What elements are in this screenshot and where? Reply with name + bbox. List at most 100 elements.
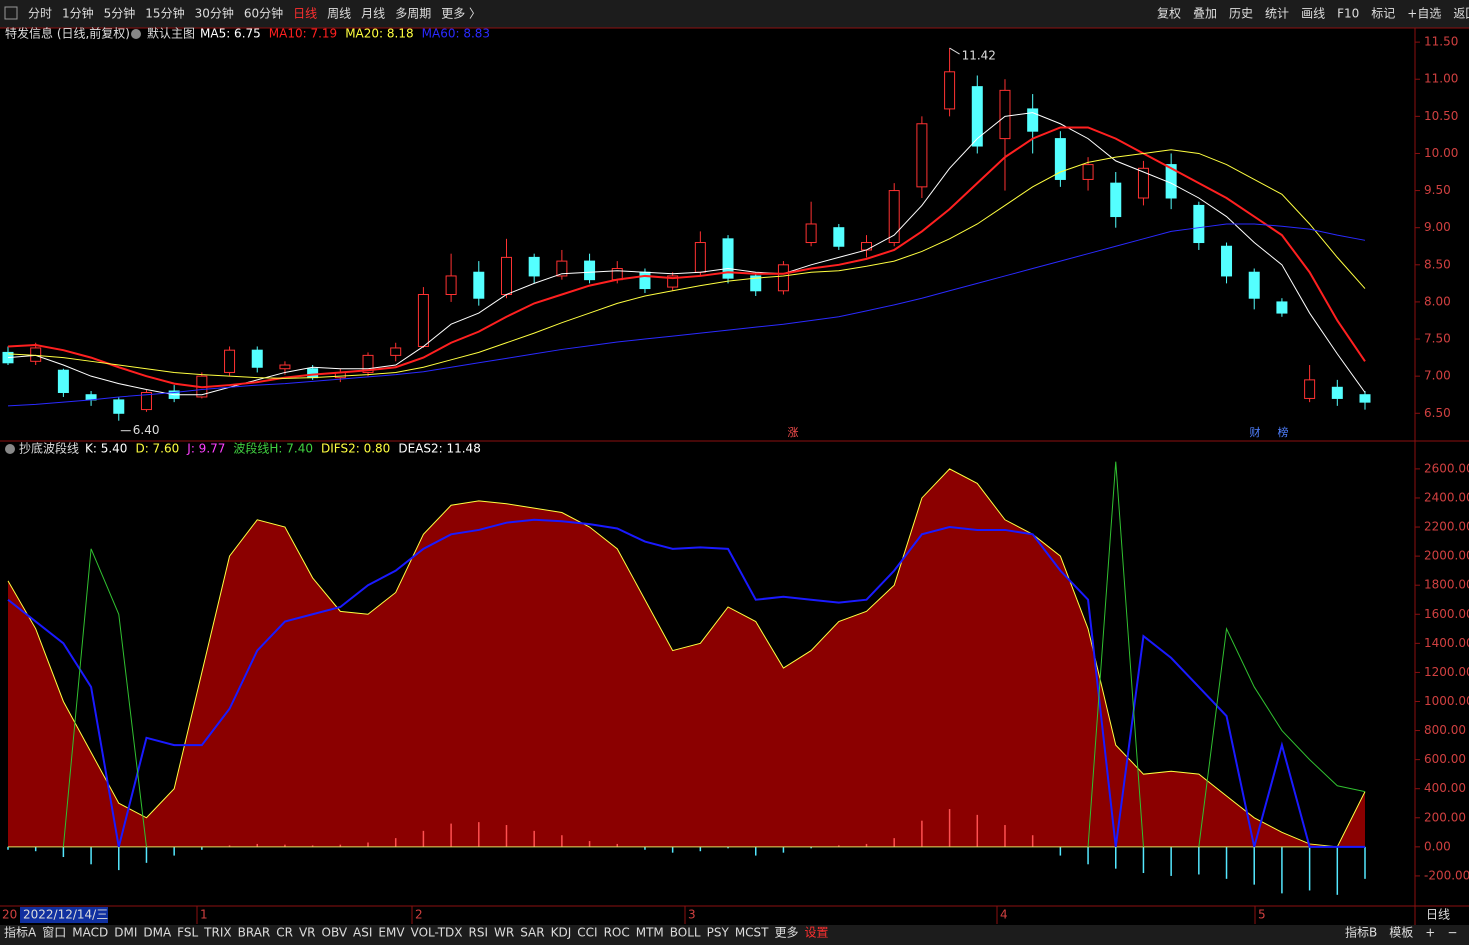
toolbar-item[interactable]: DMA (143, 926, 172, 940)
candle-body (944, 71, 956, 110)
candle-body (307, 368, 319, 379)
toolbar-item[interactable]: MACD (72, 926, 108, 940)
y-tick-label: 10.00 (1424, 146, 1458, 160)
candle-body (390, 347, 402, 356)
toolbar-item[interactable]: − (1447, 926, 1457, 940)
candle-body (722, 238, 734, 279)
toolbar-item[interactable]: F10 (1337, 7, 1359, 21)
template-name[interactable]: 默认主图 (147, 26, 195, 41)
y-tick-label: 11.00 (1424, 72, 1458, 86)
y-tick-label: 600.00 (1424, 752, 1466, 766)
toolbar-item[interactable]: RSI (469, 926, 489, 940)
toolbar-item[interactable]: 日线 (293, 7, 317, 21)
period-label: 日线 (1426, 908, 1450, 922)
ma-line (7, 149, 1366, 379)
toolbar-item[interactable]: 窗口 (42, 926, 66, 940)
y-tick-label: 2000.00 (1424, 549, 1469, 563)
ma-line (7, 112, 1366, 396)
toolbar-item[interactable]: TRIX (203, 926, 231, 940)
event-marker[interactable]: 财 (1250, 425, 1261, 439)
toolbar-item[interactable]: 指标B (1345, 925, 1377, 940)
toolbar-item[interactable]: ASI (353, 926, 372, 940)
indicator-icon[interactable] (5, 444, 15, 454)
toolbar-item[interactable]: 1分钟 (62, 6, 94, 21)
y-tick-label: 10.50 (1424, 109, 1458, 123)
toolbar-item[interactable]: 周线 (327, 7, 351, 21)
toolbar-item[interactable]: CR (276, 926, 293, 940)
toolbar-item[interactable]: WR (494, 926, 514, 940)
toolbar-item[interactable]: +自选 (1407, 7, 1441, 21)
toolbar-item[interactable]: 统计 (1265, 7, 1289, 21)
y-tick-label: 9.00 (1424, 220, 1451, 234)
menu-icon[interactable] (4, 6, 18, 20)
toolbar-item[interactable]: 叠加 (1193, 7, 1217, 21)
toolbar-item[interactable]: VR (299, 926, 316, 940)
candle-body (57, 369, 69, 393)
toolbar-item[interactable]: VOL-TDX (411, 926, 463, 940)
candle-body (1359, 394, 1371, 403)
candle-body (1304, 379, 1316, 399)
event-marker[interactable]: 榜 (1278, 425, 1289, 439)
candle-body (1110, 182, 1122, 218)
candle-body (224, 349, 236, 373)
candle-body (556, 260, 568, 277)
toolbar-item[interactable]: 更多 (775, 926, 799, 940)
candle-body (611, 268, 623, 281)
toolbar-item[interactable]: 分时 (28, 7, 52, 21)
toolbar-item[interactable]: 历史 (1229, 7, 1253, 21)
event-marker[interactable]: 涨 (788, 426, 799, 439)
candle-body (1276, 301, 1288, 314)
y-tick-label: 8.50 (1424, 257, 1451, 271)
toolbar-item[interactable]: 模板 (1389, 926, 1413, 940)
toolbar-item[interactable]: CCI (577, 926, 597, 940)
indicator-line (7, 518, 1365, 848)
toolbar-item[interactable]: BRAR (238, 926, 271, 940)
toolbar-item[interactable]: ROC (604, 926, 630, 940)
toolbar-item[interactable]: 15分钟 (145, 6, 184, 21)
toolbar-item[interactable]: MCST (735, 926, 769, 940)
candle-body (1137, 167, 1149, 199)
toolbar-item[interactable]: 指标A (4, 925, 37, 940)
toolbar-item[interactable]: + (1425, 926, 1435, 940)
toolbar-item[interactable]: 5分钟 (104, 6, 136, 21)
toolbar-item[interactable]: FSL (177, 926, 198, 940)
toolbar-item[interactable]: 更多 〉 (441, 7, 481, 21)
toolbar-item[interactable]: BOLL (670, 926, 701, 940)
date-label: 5 (1258, 908, 1266, 922)
toolbar-item[interactable]: 30分钟 (195, 6, 234, 21)
toolbar-item[interactable]: DMI (114, 926, 137, 940)
toolbar-item[interactable]: KDJ (551, 926, 572, 940)
y-tick-label: 1000.00 (1424, 694, 1469, 708)
candle-body (528, 256, 540, 277)
toolbar-item[interactable]: EMV (378, 926, 405, 940)
toolbar-item[interactable]: 多周期 (395, 7, 431, 21)
toolbar-item[interactable]: SAR (520, 926, 544, 940)
indicator-value: DIFS2: 0.80 (321, 442, 390, 456)
toolbar-item[interactable]: 月线 (361, 7, 385, 21)
y-tick-label: 1600.00 (1424, 607, 1469, 621)
y-tick-label: 800.00 (1424, 723, 1466, 737)
candle-body (1331, 386, 1343, 399)
y-tick-label: 6.50 (1424, 406, 1451, 420)
template-icon[interactable] (131, 29, 141, 39)
bottom-bar (0, 925, 1469, 945)
candle-body (805, 223, 817, 244)
toolbar-item[interactable]: 标记 (1371, 7, 1395, 21)
toolbar-item[interactable]: MTM (636, 926, 664, 940)
wave-area (8, 468, 1365, 847)
indicator-title: 抄底波段线 (19, 441, 79, 456)
y-tick-label: 400.00 (1424, 781, 1466, 795)
candle-body (584, 260, 596, 281)
toolbar-item[interactable]: 返回 (1453, 7, 1469, 21)
y-tick-label: 1800.00 (1424, 578, 1469, 592)
y-tick-label: 1200.00 (1424, 665, 1469, 679)
candle-body (362, 354, 374, 373)
date-label: 4 (1000, 908, 1008, 922)
toolbar-item[interactable]: 复权 (1157, 7, 1181, 21)
toolbar-item[interactable]: OBV (322, 926, 348, 940)
toolbar-item[interactable]: PSY (707, 926, 730, 940)
y-tick-label: 7.00 (1424, 369, 1451, 383)
toolbar-item[interactable]: 60分钟 (244, 6, 283, 21)
toolbar-item[interactable]: 设置 (805, 926, 829, 940)
toolbar-item[interactable]: 画线 (1301, 7, 1325, 21)
